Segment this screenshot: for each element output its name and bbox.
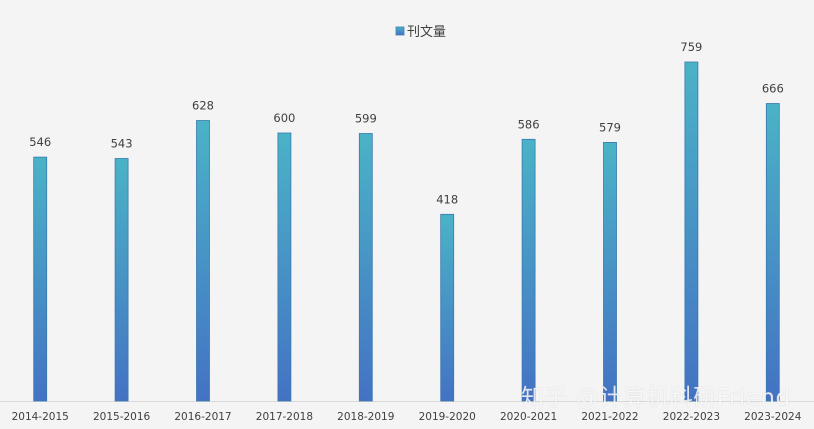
bar-2020-2021	[521, 138, 536, 402]
data-label-2021-2022: 579	[599, 120, 621, 134]
bar-2015-2016	[114, 158, 129, 402]
watermark: 知乎 @计算机科研Friend	[521, 385, 791, 411]
legend: 刊文量	[395, 25, 446, 40]
bar-2019-2020	[440, 213, 455, 402]
x-tick-label-2023-2024: 2023-2024	[744, 411, 802, 423]
x-tick-label-2022-2023: 2022-2023	[663, 411, 720, 423]
data-label-2017-2018: 600	[273, 111, 295, 125]
data-labels: 546 543 628 600 599 418 586 579 759 666	[29, 40, 784, 206]
data-label-2015-2016: 543	[111, 137, 133, 151]
bar-2017-2018	[277, 132, 292, 402]
bar-2023-2024	[765, 103, 780, 402]
bar-2021-2022	[603, 141, 617, 402]
x-tick-label-2019-2020: 2019-2020	[419, 411, 476, 423]
data-label-2019-2020: 418	[436, 192, 458, 206]
bar-2018-2019	[358, 133, 373, 402]
x-tick-label-2015-2016: 2015-2016	[93, 411, 151, 423]
data-label-2018-2019: 599	[355, 112, 377, 126]
x-tick-label-2021-2022: 2021-2022	[581, 411, 638, 423]
data-label-2023-2024: 666	[762, 82, 784, 96]
x-tick-label-2014-2015: 2014-2015	[12, 411, 69, 423]
data-label-2014-2015: 546	[29, 135, 51, 149]
legend-label: 刊文量	[407, 25, 446, 40]
x-tick-label-2016-2017: 2016-2017	[174, 411, 231, 423]
x-tick-label-2018-2019: 2018-2019	[337, 411, 394, 423]
data-label-2022-2023: 759	[680, 40, 702, 54]
x-tick-label-2017-2018: 2017-2018	[256, 411, 313, 423]
data-label-2020-2021: 586	[518, 117, 540, 131]
legend-swatch	[395, 26, 405, 36]
bar-series	[33, 61, 780, 402]
bar-2014-2015	[33, 156, 48, 402]
x-axis-ticks: 2014-2015 2015-2016 2016-2017 2017-2018 2018…	[12, 411, 802, 423]
bar-2016-2017	[196, 120, 210, 402]
data-label-2016-2017: 628	[192, 99, 214, 113]
x-tick-label-2020-2021: 2020-2021	[500, 411, 557, 423]
bar-2022-2023	[684, 61, 699, 402]
